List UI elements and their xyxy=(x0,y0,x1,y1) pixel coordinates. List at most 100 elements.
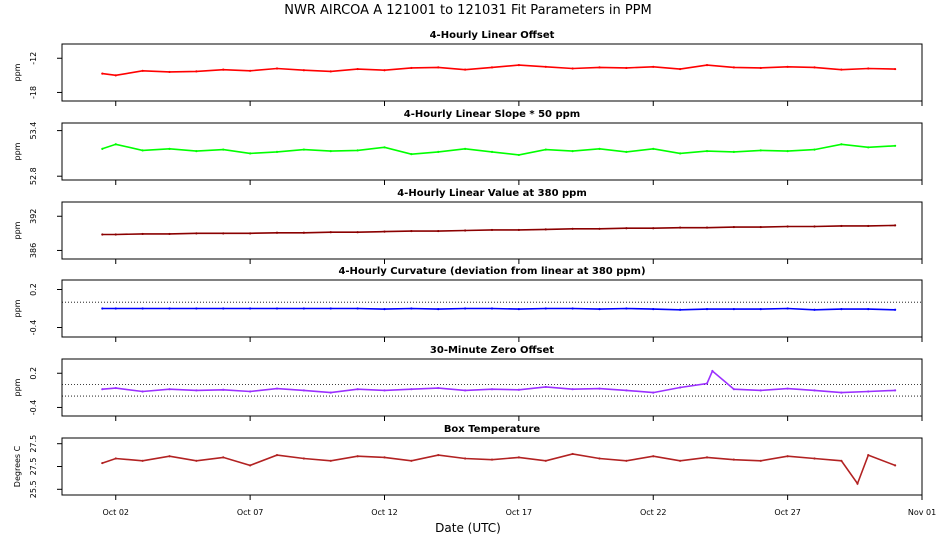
data-point xyxy=(652,65,655,68)
data-point xyxy=(275,150,279,153)
data-point xyxy=(168,455,171,458)
data-point xyxy=(383,308,386,311)
data-point xyxy=(840,459,843,462)
data-point xyxy=(517,228,520,232)
data-point xyxy=(571,67,574,70)
data-point xyxy=(410,229,413,233)
data-point xyxy=(679,152,682,155)
data-point xyxy=(813,457,816,460)
y-axis-label: ppm xyxy=(13,299,22,317)
data-point xyxy=(101,461,104,465)
data-point xyxy=(625,459,628,462)
data-point xyxy=(894,308,897,311)
data-point xyxy=(141,307,144,310)
data-point xyxy=(302,231,305,234)
data-point xyxy=(544,148,547,151)
panel-2: 4-Hourly Linear Slope * 50 ppm ppm 53.4 52.… xyxy=(13,109,923,185)
data-point xyxy=(222,307,225,310)
data-point xyxy=(652,147,655,150)
data-point xyxy=(571,388,574,391)
data-point xyxy=(168,388,171,391)
x-tick-label: Oct 27 xyxy=(774,508,801,517)
data-point xyxy=(652,227,655,230)
data-point xyxy=(732,66,735,69)
data-point xyxy=(490,66,494,69)
data-point xyxy=(249,464,252,467)
y-axis-label: ppm xyxy=(13,378,22,396)
y-tick-label: -0.4 xyxy=(29,320,38,336)
data-point xyxy=(222,388,225,391)
data-point xyxy=(437,229,440,233)
data-point xyxy=(222,456,225,459)
x-axis-ticks: Oct 02 Oct 07 Oct 12 Oct 17 Oct 22 Oct 27 Nov … xyxy=(102,508,936,517)
plot-frame xyxy=(61,358,923,417)
data-point xyxy=(356,67,359,71)
data-point xyxy=(275,307,279,310)
series-line xyxy=(102,453,896,486)
data-point xyxy=(302,457,305,460)
data-point xyxy=(114,386,117,390)
data-point xyxy=(275,231,279,234)
data-point xyxy=(195,232,198,235)
data-point xyxy=(275,67,279,70)
data-point xyxy=(705,456,709,459)
data-point xyxy=(222,148,225,151)
data-point xyxy=(598,147,601,150)
data-point xyxy=(168,232,171,236)
data-point xyxy=(840,68,843,71)
plot-frame xyxy=(61,279,923,338)
data-point xyxy=(786,387,789,390)
data-point xyxy=(786,65,789,68)
data-point xyxy=(679,67,682,71)
data-point xyxy=(249,152,252,155)
data-point xyxy=(894,67,897,71)
data-point xyxy=(329,70,332,73)
data-point xyxy=(705,226,709,229)
data-point xyxy=(759,225,762,229)
data-point xyxy=(168,307,171,310)
data-point xyxy=(141,149,144,152)
data-point xyxy=(383,69,386,72)
data-point xyxy=(490,307,494,310)
data-point xyxy=(437,454,440,457)
data-point xyxy=(302,69,305,72)
data-point xyxy=(249,69,252,72)
data-point xyxy=(410,459,413,462)
data-point xyxy=(711,369,714,373)
data-point xyxy=(625,150,628,153)
data-point xyxy=(464,307,467,310)
data-point xyxy=(410,307,413,310)
data-point xyxy=(517,63,520,67)
data-point xyxy=(786,225,789,228)
data-point xyxy=(222,232,225,235)
data-point xyxy=(195,389,198,392)
data-point xyxy=(114,143,117,146)
data-point xyxy=(356,307,359,310)
panel-title: 4-Hourly Linear Slope * 50 ppm xyxy=(404,109,580,120)
data-point xyxy=(544,228,547,231)
y-axis-label: ppm xyxy=(13,221,22,239)
y-tick-label: 53.4 xyxy=(29,122,38,140)
panel-5: 30-Minute Zero Offset ppm 0.2 -0.4 xyxy=(13,345,923,421)
data-point xyxy=(544,385,547,389)
y-tick-label: 25.5 xyxy=(29,480,38,498)
data-point xyxy=(759,66,762,70)
data-point xyxy=(571,150,574,153)
data-point xyxy=(302,307,305,310)
data-point xyxy=(490,150,494,153)
data-point xyxy=(786,307,789,310)
data-point xyxy=(598,227,601,230)
data-point xyxy=(544,459,547,462)
data-point xyxy=(141,390,144,393)
data-point xyxy=(813,389,816,392)
data-point xyxy=(329,150,332,153)
data-point xyxy=(517,308,520,311)
data-point xyxy=(679,308,682,311)
data-point xyxy=(679,226,682,229)
data-point xyxy=(356,388,359,391)
panel-1: 4-Hourly Linear Offset ppm -12 -18 xyxy=(13,30,923,106)
panel-title: 4-Hourly Linear Value at 380 ppm xyxy=(397,188,587,199)
main-title: NWR AIRCOA A 121001 to 121031 Fit Parame… xyxy=(284,3,651,18)
y-tick-label: 0.2 xyxy=(29,367,38,380)
